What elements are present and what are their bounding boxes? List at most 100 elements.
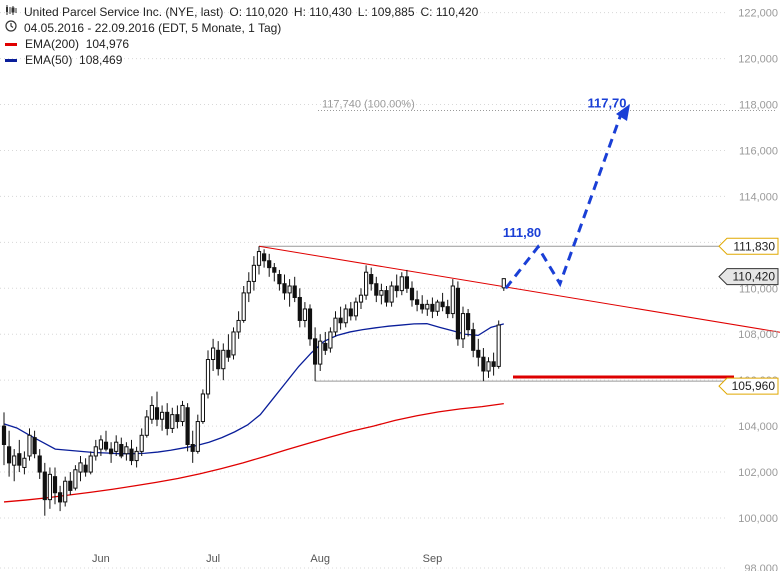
y-axis: 122,000120,000118,000116,000114,000112,0…	[738, 8, 778, 571]
candle	[119, 437, 124, 459]
candle	[287, 279, 292, 307]
candle-body	[277, 274, 282, 285]
candle	[7, 430, 12, 477]
candle-body	[348, 308, 353, 317]
candle	[353, 297, 358, 321]
candle-body	[343, 308, 348, 324]
candle-body	[1, 425, 7, 445]
candle-body	[154, 407, 160, 420]
candle	[333, 311, 338, 337]
candle-body	[185, 407, 190, 445]
candle	[185, 403, 190, 452]
candle-body	[12, 455, 17, 466]
candle-body	[139, 434, 144, 452]
candle-body	[83, 464, 88, 473]
candle-body	[399, 276, 404, 292]
candle	[236, 311, 241, 339]
ema50-label: EMA(50)	[25, 53, 73, 67]
candle-body	[160, 411, 165, 420]
target-label: 117,70	[587, 95, 626, 110]
y-tick-label: 122,000	[738, 8, 778, 20]
candle-body	[425, 303, 430, 310]
candle-body	[27, 434, 32, 457]
candle	[450, 279, 455, 319]
candle-body	[47, 473, 52, 501]
candle	[221, 343, 226, 381]
candle	[476, 338, 481, 367]
candle-body	[256, 251, 262, 266]
candle	[134, 446, 139, 468]
candle	[42, 462, 47, 516]
candle-body	[328, 331, 333, 349]
ohlc-high-value: 110,430	[309, 5, 352, 19]
candle	[47, 467, 52, 509]
legend-ema200-row[interactable]: EMA(200) 104,976	[4, 36, 478, 52]
trendline	[258, 245, 780, 333]
candle-body	[481, 356, 486, 372]
candle-body	[42, 471, 47, 501]
projection-arrowhead	[616, 104, 630, 121]
candle	[358, 288, 364, 309]
candle	[241, 286, 246, 323]
candle-body	[287, 285, 292, 294]
level-lines: 117,740 (100.00%)	[258, 99, 780, 382]
candle	[170, 407, 175, 434]
candle	[58, 485, 63, 512]
candle	[491, 352, 496, 376]
ema200-series	[3, 402, 504, 503]
candle-body	[272, 267, 277, 273]
support-tag: 105,960	[718, 377, 779, 395]
candle-body	[170, 414, 175, 429]
candle	[282, 274, 287, 300]
candle-body	[307, 308, 313, 340]
candle-body	[241, 292, 246, 321]
instrument-title: United Parcel Service Inc. (NYE, last)	[24, 5, 224, 19]
last-price-tag: 110,420	[718, 268, 779, 286]
candle-body	[129, 448, 134, 462]
candle-body	[119, 443, 124, 457]
candle	[114, 435, 119, 456]
ema50-line	[3, 323, 504, 455]
ohlc-high-label: H:	[293, 5, 306, 19]
candle-body	[445, 306, 450, 315]
legend-title-row: United Parcel Service Inc. (NYE, last) O…	[4, 4, 478, 20]
ohlc-open-label: O:	[229, 5, 243, 19]
candle	[481, 348, 486, 382]
candlestick-series	[1, 246, 506, 516]
x-tick-label: Jul	[206, 553, 220, 565]
y-tick-label: 116,000	[739, 145, 778, 157]
y-tick-label: 114,000	[739, 191, 778, 203]
candle	[415, 290, 420, 312]
candle-body	[338, 317, 343, 324]
legend-ema50-row[interactable]: EMA(50) 108,469	[4, 52, 478, 68]
candle-body	[200, 393, 206, 423]
candle	[292, 276, 297, 303]
x-tick-label: Sep	[423, 553, 443, 565]
candle-body	[466, 313, 471, 331]
candle-body	[415, 299, 420, 305]
x-axis: Jun Jul Aug Sep	[92, 553, 442, 565]
candle-body	[93, 446, 98, 457]
candle	[466, 308, 471, 337]
candle-body	[7, 446, 12, 464]
candle	[399, 272, 404, 296]
ohlc-low-label: L:	[357, 5, 368, 19]
candle-body	[205, 359, 211, 395]
candle-body	[262, 253, 267, 262]
candle-body	[221, 349, 226, 370]
candle	[154, 391, 160, 427]
ema50-value: 108,469	[79, 53, 123, 67]
candle	[384, 286, 389, 307]
candle	[83, 458, 88, 477]
candle	[226, 334, 231, 362]
candle-body	[175, 414, 180, 423]
candle	[216, 341, 221, 376]
candle-body	[460, 313, 466, 340]
candle	[364, 265, 369, 300]
candle-body	[165, 411, 170, 429]
candle-body	[358, 294, 364, 303]
candle	[165, 403, 170, 436]
price-tags: 111,830 110,420 105,960	[718, 237, 779, 395]
y-tick-label: 108,000	[738, 329, 778, 341]
